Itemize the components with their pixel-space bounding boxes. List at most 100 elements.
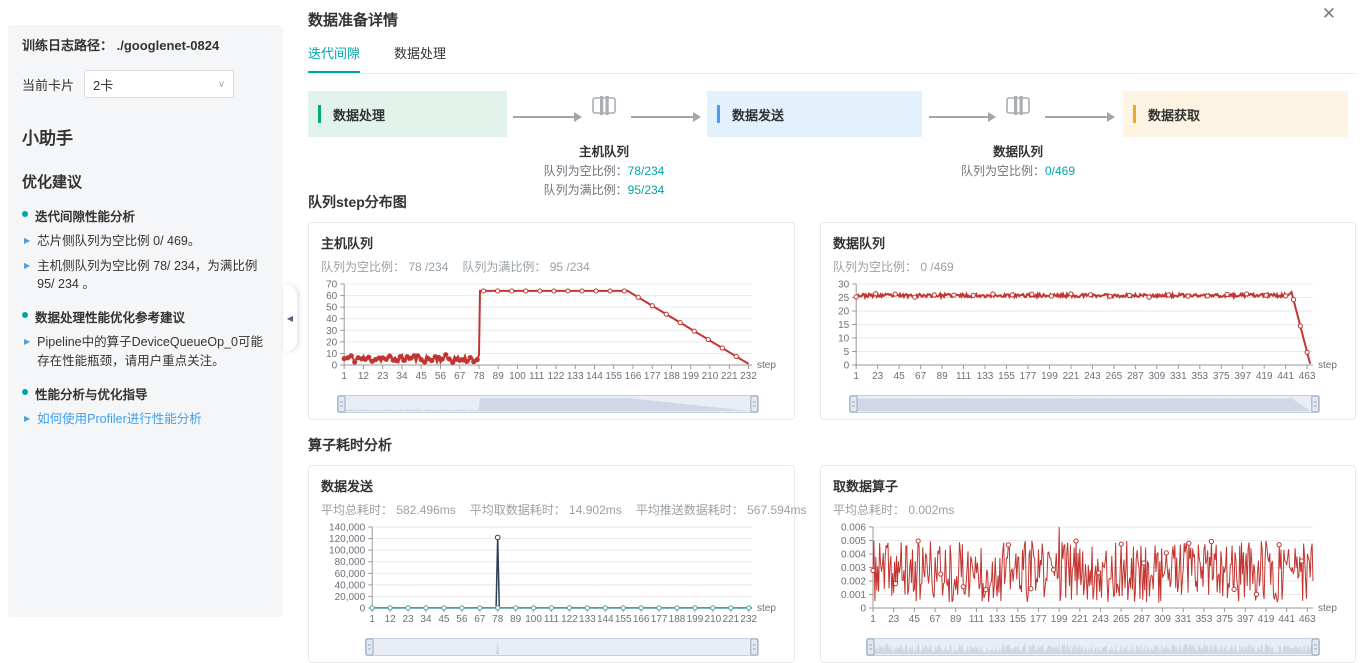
data-zoom-slider[interactable] (849, 393, 1320, 415)
zoom-slider-handle[interactable] (1311, 395, 1320, 413)
profiler-guide-link[interactable]: ▶ 如何使用Profiler进行性能分析 (24, 411, 202, 426)
svg-text:89: 89 (937, 371, 949, 382)
svg-text:133: 133 (989, 614, 1006, 625)
svg-text:12: 12 (358, 371, 370, 382)
svg-text:67: 67 (929, 614, 941, 625)
chart-plot[interactable]: 0 0.001 0.002 0.003 0.004 0.005 0.006 1 23 45 67 89… (833, 522, 1343, 628)
main-panel: 数据准备详情 ✕ 迭代间隙 数据处理 数据处理 主机队列 队列为空比例：78/2… (308, 0, 1366, 663)
svg-text:70: 70 (326, 280, 338, 291)
svg-text:23: 23 (888, 614, 900, 625)
sidebar-collapse-handle[interactable]: ◀ (283, 285, 297, 351)
svg-text:60: 60 (326, 291, 338, 302)
svg-text:40: 40 (326, 314, 338, 325)
svg-text:199: 199 (687, 614, 704, 625)
svg-text:122: 122 (561, 614, 578, 625)
chart-plot[interactable]: 020,00040,00060,00080,000100,000120,0001… (321, 522, 782, 628)
zoom-slider-handle[interactable] (750, 395, 759, 413)
svg-text:177: 177 (1020, 371, 1037, 382)
suggestion-item: ▶ Pipeline中的算子DeviceQueueOp_0可能存在性能瓶颈，请用… (24, 335, 263, 368)
fetch-op-chart-box: 0 0.001 0.002 0.003 0.004 0.005 0.006 1 23 45 67 89… (833, 522, 1343, 658)
queue-icon (592, 96, 616, 115)
svg-text:133: 133 (567, 371, 584, 382)
card-select[interactable]: 2卡 ∨ (84, 70, 235, 98)
svg-text:0: 0 (860, 604, 866, 615)
data-send-card: 数据发送 平均总耗时： 582.496ms 平均取数据耗时： 14.902ms 平均… (308, 465, 806, 663)
svg-text:10: 10 (326, 349, 338, 360)
svg-text:111: 111 (529, 371, 545, 382)
svg-text:419: 419 (1258, 614, 1275, 625)
fetch-op-card: 取数据算子 平均总耗时： 0.002ms 0 0.001 0.002 0.003 0.0… (820, 465, 1356, 663)
svg-text:20,000: 20,000 (335, 592, 366, 603)
zoom-slider-handle[interactable] (750, 638, 759, 656)
flow-box-data-fetch: 数据获取 (1123, 91, 1348, 137)
svg-text:243: 243 (1084, 371, 1101, 382)
svg-text:177: 177 (644, 371, 661, 382)
tab-step-interval[interactable]: 迭代间隙 (308, 43, 361, 73)
host-queue-chart-box: 0 10 20 30 40 50 60 70 1 12 23 34 45 56 67 78 89 100 111 12… (321, 279, 782, 415)
close-icon[interactable]: ✕ (1321, 4, 1336, 23)
svg-text:221: 221 (722, 614, 739, 625)
svg-text:463: 463 (1299, 614, 1316, 625)
triangle-icon: ▶ (24, 236, 31, 245)
svg-text:100,000: 100,000 (329, 546, 366, 557)
svg-text:166: 166 (633, 614, 650, 625)
pipeline-flow-diagram: 数据处理 主机队列 队列为空比例：78/234 队列为满比例：95/234 数据… (308, 91, 1356, 197)
chart-plot[interactable]: 0 5 10 15 20 25 30 1 23 45 67 89 111 133 155 177 199 221 2… (833, 279, 1343, 385)
svg-text:122: 122 (548, 371, 565, 382)
triangle-icon: ▶ (24, 413, 31, 423)
zoom-slider-handle[interactable] (849, 395, 858, 413)
svg-text:step: step (1318, 360, 1337, 371)
data-zoom-slider[interactable] (365, 636, 759, 658)
svg-text:375: 375 (1213, 371, 1230, 382)
flow-box-data-process: 数据处理 (308, 91, 507, 137)
flow-arrow-icon (929, 112, 996, 122)
svg-text:45: 45 (438, 614, 450, 625)
card-select-value: 2卡 (93, 77, 114, 93)
zoom-slider-handle[interactable] (866, 638, 875, 656)
svg-text:221: 221 (1063, 371, 1080, 382)
flow-arrow-icon (1045, 112, 1115, 122)
svg-text:177: 177 (1030, 614, 1047, 625)
flow-box-bar (318, 105, 321, 123)
svg-text:67: 67 (474, 614, 486, 625)
svg-text:199: 199 (682, 371, 699, 382)
zoom-slider-handle[interactable] (365, 638, 374, 656)
svg-text:353: 353 (1191, 371, 1208, 382)
data-queue-info: 数据队列 队列为空比例：0/469 (960, 145, 1076, 178)
svg-text:0.002: 0.002 (841, 577, 866, 588)
section-op-time: 算子耗时分析 (308, 437, 392, 453)
tab-data-process[interactable]: 数据处理 (394, 46, 447, 61)
svg-text:45: 45 (416, 371, 428, 382)
suggestion-group: 迭代间隙性能分析 ▶ 芯片侧队列为空比例 0/ 469。 ▶ 主机侧队列为空比例… (22, 206, 265, 293)
chart-stats: 平均总耗时： 582.496ms 平均取数据耗时： 14.902ms 平均推送数据耗… (321, 501, 806, 518)
svg-text:111: 111 (956, 371, 972, 382)
flow-arrow-icon (513, 112, 582, 122)
svg-text:188: 188 (663, 371, 680, 382)
svg-text:56: 56 (456, 614, 468, 625)
svg-text:89: 89 (510, 614, 522, 625)
zoom-slider-handle[interactable] (337, 395, 346, 413)
svg-text:155: 155 (1009, 614, 1026, 625)
svg-text:5: 5 (844, 347, 850, 358)
zoom-slider-handle[interactable] (1311, 638, 1320, 656)
svg-text:419: 419 (1256, 371, 1273, 382)
svg-text:243: 243 (1092, 614, 1109, 625)
svg-text:60,000: 60,000 (335, 569, 366, 580)
svg-text:144: 144 (597, 614, 614, 625)
chart-stat: 平均推送数据耗时： 567.594ms (635, 503, 807, 517)
svg-text:177: 177 (651, 614, 668, 625)
svg-text:0.006: 0.006 (841, 523, 866, 534)
svg-text:144: 144 (586, 371, 603, 382)
data-zoom-slider[interactable] (866, 636, 1320, 658)
svg-text:155: 155 (998, 371, 1015, 382)
svg-text:133: 133 (579, 614, 596, 625)
data-zoom-slider[interactable] (337, 393, 759, 415)
svg-text:0: 0 (844, 361, 850, 372)
svg-text:221: 221 (721, 371, 738, 382)
svg-text:0.005: 0.005 (841, 536, 866, 547)
svg-text:78: 78 (473, 371, 485, 382)
svg-text:10: 10 (838, 334, 850, 345)
svg-text:155: 155 (615, 614, 632, 625)
bullet-dot-icon (22, 211, 28, 217)
